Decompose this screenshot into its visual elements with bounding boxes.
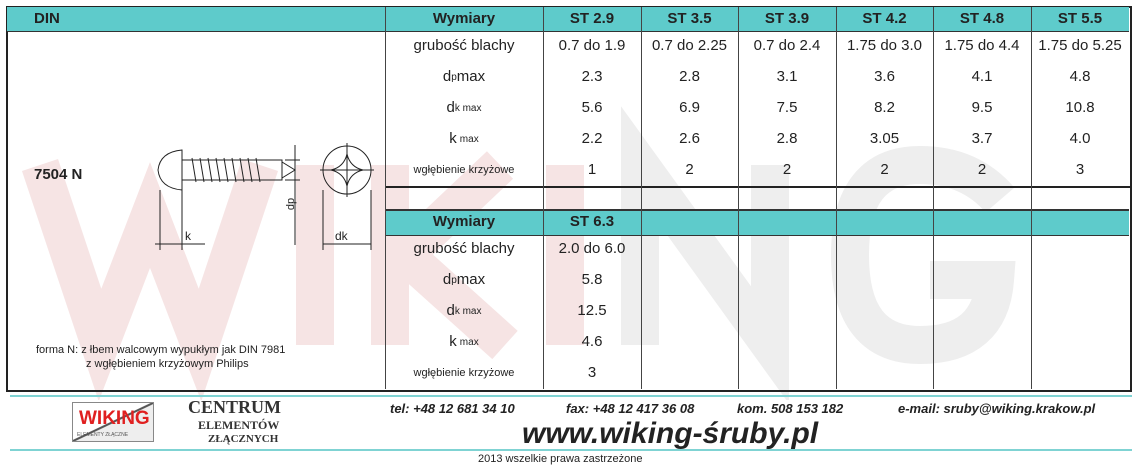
email-link[interactable]: e-mail: sruby@wiking.krakow.pl: [898, 401, 1096, 416]
screw-drawing-icon: [155, 143, 374, 250]
table-cell: 4.0: [1069, 130, 1091, 148]
column-header: ST 5.5: [1057, 9, 1103, 27]
mobile: kom. 508 153 182: [737, 401, 844, 416]
table-cell: 1.75 do 3.0: [846, 37, 923, 55]
table-cell: 0.7 do 2.4: [753, 37, 821, 55]
row-label: k max: [449, 333, 479, 351]
table-cell: 2: [782, 161, 792, 179]
row-label: wgłębienie krzyżowe: [413, 367, 515, 380]
table-cell: 5.6: [581, 99, 603, 117]
table-cell: 2.8: [679, 68, 700, 86]
table-cell: 10.8: [1065, 99, 1095, 117]
table-cell: 3.05: [869, 130, 900, 148]
row-label: k max: [449, 130, 479, 148]
watermark: [21, 106, 1016, 400]
din-header: DIN: [34, 9, 60, 27]
table-cell: 5.8: [581, 271, 603, 289]
wymiary-header-2: Wymiary: [432, 212, 496, 230]
table-cell: 4.6: [581, 333, 603, 351]
table-cell: 8.2: [874, 99, 895, 117]
header-row: [7, 7, 1129, 32]
table-cell: 12.5: [577, 302, 607, 320]
table-cell: 2: [977, 161, 987, 179]
column-header: ST 4.2: [862, 9, 907, 27]
table-cell: 0.7 do 1.9: [558, 37, 626, 55]
centrum-line3: ZŁĄCZNYCH: [208, 433, 279, 445]
table-cell: 2.3: [581, 68, 603, 86]
table-cell: 1.75 do 4.4: [944, 37, 1020, 55]
column-header: ST 3.9: [764, 9, 810, 27]
table-cell: 2: [880, 161, 889, 179]
description-line2: z wgłębieniem krzyżowym Philips: [86, 358, 249, 370]
table-cell: 0.7 do 2.25: [651, 37, 728, 55]
table-cell: 4.1: [971, 68, 993, 86]
table-cell: 2.0 do 6.0: [558, 240, 626, 258]
header-row-2: [385, 209, 1129, 236]
phone: tel: +48 12 681 34 10: [390, 401, 515, 416]
description-line1: forma N: z łbem walcowym wypukłym jak DI…: [36, 344, 286, 356]
k-dim-label: k: [185, 229, 191, 243]
table-cell: 3.7: [971, 130, 993, 148]
table-cell: 3: [1075, 161, 1085, 179]
table-cell: 1.75 do 5.25: [1038, 37, 1122, 55]
website-link[interactable]: www.wiking-śruby.pl: [522, 417, 819, 450]
table-cell: 9.5: [971, 99, 993, 117]
product-code: 7504 N: [34, 166, 83, 183]
wiking-logo: WIKING ELEMENTY ZŁĄCZNE: [72, 402, 154, 442]
row-label: grubość blachy: [413, 37, 515, 55]
table-cell: 2.2: [581, 130, 603, 148]
centrum-title: CENTRUM: [188, 397, 281, 417]
table-cell: 3.1: [776, 68, 798, 86]
fax: fax: +48 12 417 36 08: [566, 401, 695, 416]
column-header-2: ST 6.3: [569, 212, 615, 230]
table-cell: 2: [685, 161, 694, 179]
dp-dim-label: dp: [285, 197, 298, 211]
table-cell: 2.8: [776, 130, 798, 148]
column-header: ST 3.5: [667, 9, 712, 27]
dk-dim-label: dk: [335, 229, 348, 243]
table-cell: 6.9: [679, 99, 700, 117]
table-cell: 3: [587, 364, 597, 382]
table-cell: 3.6: [874, 68, 895, 86]
table-cell: 4.8: [1069, 68, 1091, 86]
wymiary-header: Wymiary: [432, 9, 496, 27]
row-label: wgłębienie krzyżowe: [413, 164, 515, 177]
copyright: 2013 wszelkie prawa zastrzeżone: [478, 453, 643, 465]
row-label: grubość blachy: [413, 240, 515, 258]
table-cell: 2.6: [679, 130, 700, 148]
column-header: ST 4.8: [959, 9, 1005, 27]
column-header: ST 2.9: [569, 9, 615, 27]
table-cell: 1: [587, 161, 597, 179]
centrum-line2: ELEMENTÓW: [198, 418, 280, 432]
table-cell: 7.5: [776, 99, 798, 117]
